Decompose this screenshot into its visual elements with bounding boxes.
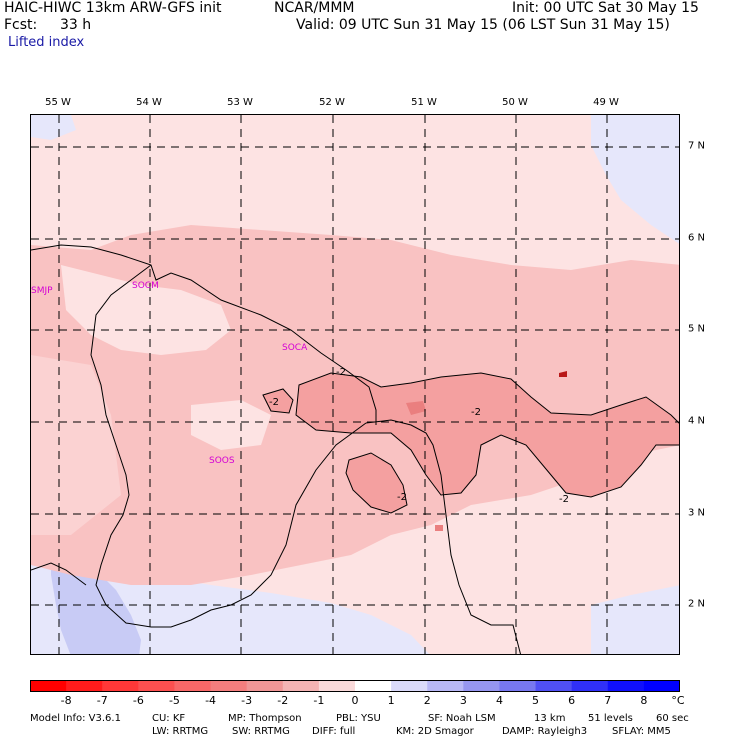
country-borders xyxy=(31,244,522,654)
colorbar-cell xyxy=(30,680,67,692)
contour-label: -2 xyxy=(559,494,569,505)
footer-mp: MP: Thompson xyxy=(228,713,302,724)
footer-sf: SF: Noah LSM xyxy=(428,713,496,724)
footer-model-info: Model Info: V3.6.1 xyxy=(30,713,121,724)
colorbar-tick-label: 8 xyxy=(640,694,648,707)
station-label-socm: SOCM xyxy=(132,281,159,291)
valid-time: Valid: 09 UTC Sun 31 May 15 (06 LST Sun … xyxy=(296,17,670,33)
lat-lon-grid xyxy=(31,115,679,654)
contour-label: -2 xyxy=(397,492,407,503)
lighter-patch xyxy=(61,265,231,355)
lon-label: 52 W xyxy=(319,97,345,108)
map-canvas: -2 -2 -2 -2 -2 SMJP SOCM SOCA SOOS xyxy=(31,115,679,654)
lighter-patch xyxy=(191,400,271,450)
lat-label: 5 N xyxy=(688,323,706,335)
colorbar-tick-label: -7 xyxy=(96,694,108,707)
lifted-index-map: -2 -2 -2 -2 -2 SMJP SOCM SOCA SOOS xyxy=(30,114,680,655)
footer-diff: DIFF: full xyxy=(312,726,356,737)
lon-label: 55 W xyxy=(45,97,71,108)
colorbar-tick-label: -4 xyxy=(205,694,217,707)
colorbar-tick-label: -1 xyxy=(313,694,325,707)
colorbar-tick-label: 6 xyxy=(568,694,576,707)
colorbar-cell xyxy=(102,680,139,692)
colorbar-tick-label: -6 xyxy=(132,694,144,707)
lon-label: 50 W xyxy=(502,97,528,108)
colorbar-tick-label: -5 xyxy=(168,694,180,707)
colorbar-cell xyxy=(174,680,212,692)
footer-resolution: 13 km xyxy=(534,713,566,724)
strong-index-spot xyxy=(559,371,567,377)
contour-label: -2 xyxy=(471,407,481,418)
colorbar-tick-label: -8 xyxy=(60,694,72,707)
colorbar-frame xyxy=(30,680,680,692)
org-label: NCAR/MMM xyxy=(274,0,355,16)
lon-label: 53 W xyxy=(227,97,253,108)
colorbar-cell xyxy=(535,680,573,692)
lighter-patch xyxy=(31,355,121,535)
lat-label: 2 N xyxy=(688,598,706,610)
colorbar-cell xyxy=(391,680,428,692)
colorbar xyxy=(30,680,680,692)
colorbar-cell xyxy=(210,680,248,692)
colorbar-tick-label: 1 xyxy=(387,694,395,707)
lat-label: 4 N xyxy=(688,415,706,427)
colorbar-cell xyxy=(427,680,464,692)
station-label-smjp: SMJP xyxy=(31,286,53,296)
footer-pbl: PBL: YSU xyxy=(336,713,381,724)
low-index-region xyxy=(51,551,141,654)
colorbar-cell xyxy=(463,680,500,692)
colorbar-cell xyxy=(318,680,356,692)
colorbar-cell xyxy=(246,680,284,692)
footer-sflay: SFLAY: MM5 xyxy=(612,726,671,737)
colorbar-unit: °C xyxy=(671,694,685,707)
low-index-region xyxy=(31,115,76,140)
station-label-soca: SOCA xyxy=(282,343,308,353)
contour-minus-2 xyxy=(345,452,408,514)
colorbar-tick-label: 5 xyxy=(532,694,540,707)
colorbar-tick-label: 2 xyxy=(423,694,431,707)
lon-label: 54 W xyxy=(136,97,162,108)
footer-timestep: 60 sec xyxy=(656,713,689,724)
low-index-region xyxy=(591,585,679,654)
footer-levels: 51 levels xyxy=(588,713,633,724)
footer-cu: CU: KF xyxy=(152,713,186,724)
lat-label: 7 N xyxy=(688,140,706,152)
footer-km: KM: 2D Smagor xyxy=(396,726,474,737)
footer-sw: SW: RRTMG xyxy=(232,726,290,737)
lat-label: 6 N xyxy=(688,232,706,244)
init-time: Init: 00 UTC Sat 30 May 15 xyxy=(512,0,699,16)
station-label-soos: SOOS xyxy=(209,456,235,466)
forecast-label: Fcst: xyxy=(4,17,38,33)
strong-index-spot xyxy=(435,525,443,531)
strong-index-spot xyxy=(406,401,426,415)
colorbar-tick-label: -2 xyxy=(277,694,289,707)
colorbar-cell xyxy=(355,680,392,692)
colorbar-tick-label: 7 xyxy=(604,694,612,707)
colorbar-tick-label: 4 xyxy=(495,694,503,707)
colorbar-tick-label: 3 xyxy=(459,694,467,707)
colorbar-cell xyxy=(138,680,175,692)
colorbar-cell xyxy=(571,680,609,692)
forecast-hours: 33 h xyxy=(60,17,92,33)
footer-lw: LW: RRTMG xyxy=(152,726,209,737)
colorbar-cell xyxy=(643,680,680,692)
contour-label: -2 xyxy=(269,397,279,408)
lat-label: 3 N xyxy=(688,507,706,519)
field-name: Lifted index xyxy=(8,35,85,50)
colorbar-tick-label: -3 xyxy=(241,694,253,707)
lon-label: 51 W xyxy=(411,97,437,108)
contour-minus-2 xyxy=(262,388,294,414)
colorbar-tick-label: 0 xyxy=(351,694,359,707)
colorbar-cell xyxy=(66,680,103,692)
contour-label: -2 xyxy=(336,367,346,378)
footer-damp: DAMP: Rayleigh3 xyxy=(502,726,588,737)
colorbar-cell xyxy=(499,680,537,692)
colorbar-cell xyxy=(282,680,320,692)
colorbar-cell xyxy=(607,680,645,692)
model-title: HAIC-HIWC 13km ARW-GFS init xyxy=(4,0,222,16)
contour-minus-2 xyxy=(295,372,679,498)
lon-label: 49 W xyxy=(593,97,619,108)
